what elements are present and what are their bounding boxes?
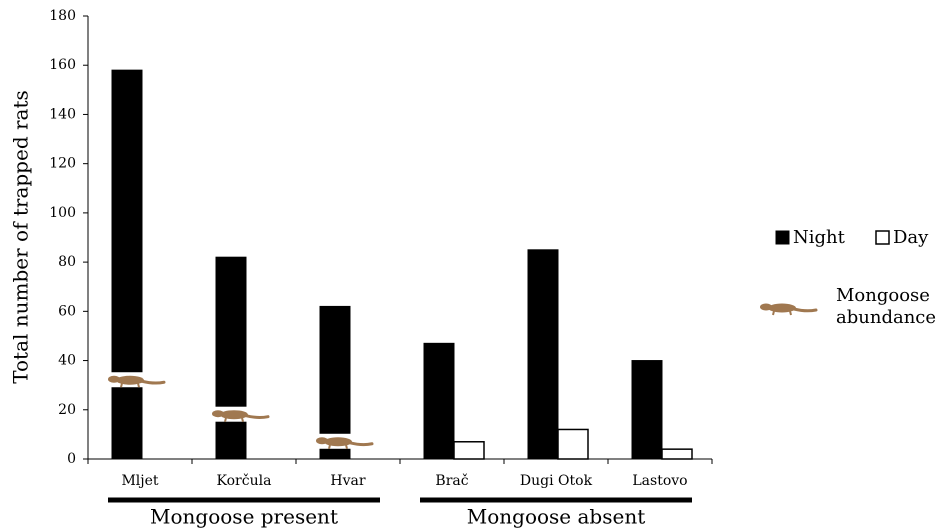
bar-night	[111, 69, 143, 460]
bar-day	[661, 448, 693, 460]
mongoose-head	[316, 437, 328, 445]
mongoose-leg	[345, 444, 348, 450]
x-tick-label: Dugi Otok	[520, 473, 593, 489]
mongoose-marker	[108, 372, 166, 388]
legend-label: Day	[893, 227, 929, 248]
mongoose-leg	[120, 383, 123, 388]
y-tick-label: 140	[49, 106, 76, 122]
mongoose-body	[768, 303, 796, 313]
y-tick-label: 120	[49, 156, 76, 172]
legend-label: Night	[793, 227, 846, 248]
legend-swatch	[775, 230, 790, 245]
mongoose-leg	[241, 417, 244, 422]
mongoose-leg	[789, 310, 792, 316]
x-tick-label: Hvar	[330, 473, 365, 489]
y-tick-label: 20	[58, 402, 76, 418]
y-tick-label: 80	[58, 254, 76, 270]
mongoose-head	[212, 410, 224, 418]
bar-night	[215, 256, 247, 460]
mongoose-body	[220, 410, 248, 420]
y-tick-label: 180	[49, 8, 76, 24]
y-tick-label: 40	[58, 353, 76, 369]
group-label: Mongoose absent	[467, 505, 646, 529]
bar-night	[423, 342, 455, 460]
bar-night	[631, 360, 663, 460]
mongoose-head	[760, 303, 772, 311]
mongoose-tail	[348, 441, 374, 447]
legend-text-box: Mongoose abundance	[836, 285, 937, 328]
mongoose-tail	[140, 379, 166, 385]
y-tick-label: 0	[67, 451, 76, 467]
mongoose-marker	[316, 433, 374, 450]
bar-day	[453, 441, 485, 460]
y-tick-label: 160	[49, 57, 76, 73]
y-tick-label: 100	[49, 205, 76, 221]
mongoose-body	[324, 437, 352, 447]
mongoose-tail	[792, 307, 818, 313]
mongoose-leg	[328, 444, 331, 450]
bar-night	[527, 249, 559, 460]
x-tick-label: Lastovo	[632, 473, 687, 489]
legend-label: Mongoose abundance	[836, 285, 937, 328]
mongoose-leg	[224, 417, 227, 422]
x-tick-label: Brač	[435, 473, 468, 489]
group-label: Mongoose present	[150, 505, 338, 529]
mongoose-marker	[212, 406, 270, 422]
x-tick-label: Korčula	[217, 473, 272, 489]
y-axis-label: Total number of trapped rats	[9, 90, 33, 384]
bar-day	[557, 428, 589, 460]
x-tick-label: Mljet	[121, 473, 158, 489]
mongoose-body	[116, 375, 144, 385]
mongoose-tail	[244, 414, 270, 419]
legend-mongoose	[760, 303, 818, 316]
legend-swatch	[875, 230, 890, 245]
mongoose-leg	[137, 383, 140, 388]
y-tick-label: 60	[58, 303, 76, 319]
mongoose-leg	[772, 310, 775, 316]
bar-night	[319, 305, 351, 460]
mongoose-head	[108, 375, 120, 383]
